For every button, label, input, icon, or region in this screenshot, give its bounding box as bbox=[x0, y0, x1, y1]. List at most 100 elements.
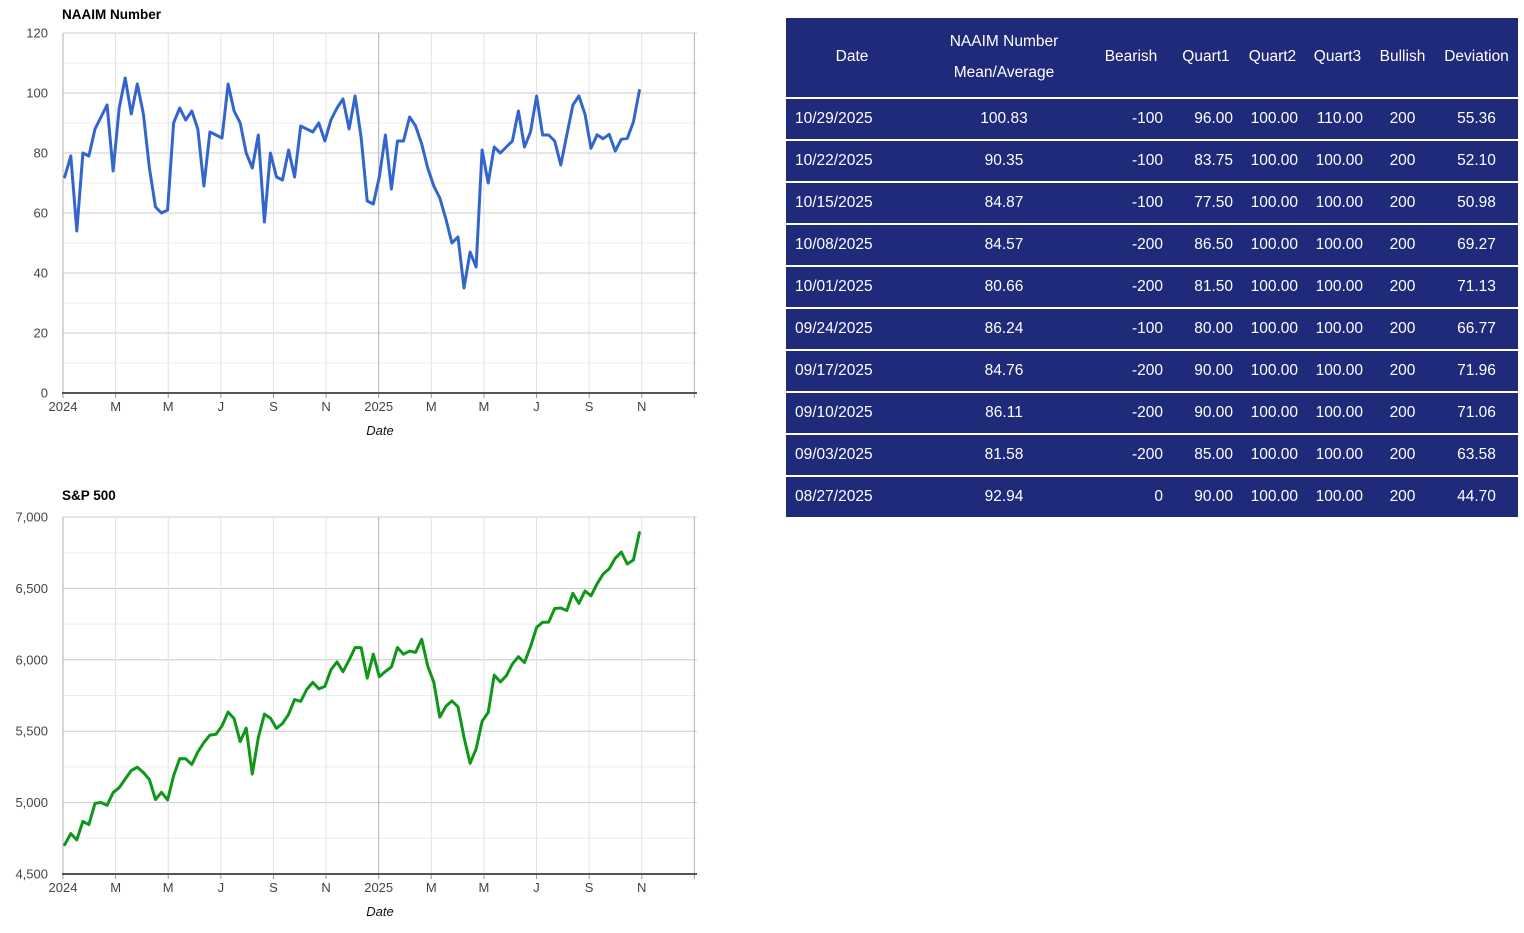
table-cell: 09/03/2025 bbox=[786, 434, 918, 477]
table-cell: 10/08/2025 bbox=[786, 224, 918, 267]
y-tick-label: 80 bbox=[34, 146, 48, 161]
y-tick-label: 6,500 bbox=[15, 581, 48, 596]
table-row: 09/24/2025 86.24 -100 80.00 100.00 100.00 200 6… bbox=[786, 308, 1518, 351]
table-cell: 84.57 bbox=[918, 224, 1090, 267]
x-tick-label: J bbox=[533, 399, 540, 414]
table-row: 10/22/2025 90.35 -100 83.75 100.00 100.00 200 5… bbox=[786, 140, 1518, 183]
naaim-table-body: 10/29/2025 100.83 -100 96.00 100.00 110.00 200… bbox=[786, 98, 1518, 519]
table-cell: 10/15/2025 bbox=[786, 182, 918, 225]
table-cell: 100.00 bbox=[1240, 266, 1305, 309]
x-tick-label: 2024 bbox=[49, 399, 78, 414]
axis-labels: 4,500 5,000 5,500 6,000 6,500 7,000 2024 M M J S N 2… bbox=[15, 510, 646, 896]
table-cell: -100 bbox=[1090, 182, 1172, 225]
table-cell: 100.00 bbox=[1305, 476, 1370, 519]
table-cell: 69.27 bbox=[1435, 224, 1518, 267]
table-cell: 200 bbox=[1370, 476, 1435, 519]
y-tick-label: 7,000 bbox=[15, 510, 48, 525]
table-cell: 100.00 bbox=[1305, 182, 1370, 225]
y-tick-label: 20 bbox=[34, 326, 48, 341]
table-cell: -100 bbox=[1090, 98, 1172, 141]
table-cell: 100.00 bbox=[1240, 392, 1305, 435]
x-tick-label: J bbox=[533, 880, 540, 895]
table-cell: 100.00 bbox=[1240, 98, 1305, 141]
table-cell: 08/27/2025 bbox=[786, 476, 918, 519]
table-row: 09/10/2025 86.11 -200 90.00 100.00 100.00 200 7… bbox=[786, 392, 1518, 435]
table-cell: 0 bbox=[1090, 476, 1172, 519]
y-tick-label: 0 bbox=[41, 386, 48, 401]
x-tick-label: S bbox=[269, 399, 278, 414]
table-cell: 09/17/2025 bbox=[786, 350, 918, 393]
table-cell: 86.50 bbox=[1172, 224, 1240, 267]
table-cell: 100.00 bbox=[1305, 308, 1370, 351]
table-row: 08/27/2025 92.94 0 90.00 100.00 100.00 200 44.7… bbox=[786, 476, 1518, 519]
table-cell: 200 bbox=[1370, 392, 1435, 435]
table-cell: 200 bbox=[1370, 182, 1435, 225]
x-tick-label: J bbox=[218, 880, 225, 895]
series-line bbox=[63, 76, 641, 290]
x-tick-label: 2024 bbox=[49, 880, 78, 895]
table-cell: 100.83 bbox=[918, 98, 1090, 141]
table-cell: 81.58 bbox=[918, 434, 1090, 477]
x-tick-label: S bbox=[585, 880, 594, 895]
table-cell: 90.00 bbox=[1172, 392, 1240, 435]
table-cell: 09/24/2025 bbox=[786, 308, 918, 351]
gridlines bbox=[62, 32, 697, 398]
sp500-chart-title: S&P 500 bbox=[62, 488, 116, 503]
y-tick-label: 5,500 bbox=[15, 724, 48, 739]
x-tick-label: N bbox=[321, 399, 330, 414]
naaim-line-chart: 0 20 40 60 80 100 120 2024 M M J S N 2025 M M J S N bbox=[26, 26, 697, 415]
x-tick-label: M bbox=[110, 880, 121, 895]
table-cell: 92.94 bbox=[918, 476, 1090, 519]
table-header-cell: Date bbox=[786, 18, 918, 99]
x-tick-label: M bbox=[478, 399, 489, 414]
table-cell: 09/10/2025 bbox=[786, 392, 918, 435]
table-cell: 80.66 bbox=[918, 266, 1090, 309]
table-cell: 10/01/2025 bbox=[786, 266, 918, 309]
table-cell: -200 bbox=[1090, 266, 1172, 309]
table-cell: 90.00 bbox=[1172, 350, 1240, 393]
table-cell: 100.00 bbox=[1305, 266, 1370, 309]
table-header-cell: Quart2 bbox=[1240, 18, 1305, 99]
table-cell: 100.00 bbox=[1305, 224, 1370, 267]
x-tick-label: M bbox=[163, 399, 174, 414]
naaim-x-axis-title: Date bbox=[366, 423, 394, 438]
y-tick-label: 60 bbox=[34, 206, 48, 221]
table-cell: 100.00 bbox=[1240, 350, 1305, 393]
table-cell: 100.00 bbox=[1305, 392, 1370, 435]
naaim-chart-title: NAAIM Number bbox=[62, 7, 162, 22]
x-tick-label: M bbox=[110, 399, 121, 414]
table-cell: 200 bbox=[1370, 434, 1435, 477]
axis-labels: 0 20 40 60 80 100 120 2024 M M J S N 2025 M M J S N bbox=[26, 26, 646, 415]
table-cell: -200 bbox=[1090, 434, 1172, 477]
table-cell: 10/22/2025 bbox=[786, 140, 918, 183]
table-cell: 100.00 bbox=[1240, 476, 1305, 519]
x-tick-label: J bbox=[218, 399, 225, 414]
y-tick-label: 4,500 bbox=[15, 867, 48, 882]
table-cell: 110.00 bbox=[1305, 98, 1370, 141]
table-cell: -100 bbox=[1090, 308, 1172, 351]
table-row: 10/01/2025 80.66 -200 81.50 100.00 100.00 200 7… bbox=[786, 266, 1518, 309]
table-cell: 71.96 bbox=[1435, 350, 1518, 393]
table-cell: 100.00 bbox=[1305, 140, 1370, 183]
table-cell: 100.00 bbox=[1305, 350, 1370, 393]
table-cell: 100.00 bbox=[1240, 224, 1305, 267]
table-cell: 90.35 bbox=[918, 140, 1090, 183]
table-cell: 200 bbox=[1370, 350, 1435, 393]
x-tick-label: S bbox=[269, 880, 278, 895]
table-cell: 84.87 bbox=[918, 182, 1090, 225]
x-tick-label: 2025 bbox=[364, 399, 393, 414]
table-cell: 86.24 bbox=[918, 308, 1090, 351]
table-cell: 200 bbox=[1370, 140, 1435, 183]
gridlines bbox=[62, 516, 697, 879]
table-row: 09/03/2025 81.58 -200 85.00 100.00 100.00 200 6… bbox=[786, 434, 1518, 477]
x-tick-label: N bbox=[637, 880, 646, 895]
table-cell: 86.11 bbox=[918, 392, 1090, 435]
table-cell: 100.00 bbox=[1240, 434, 1305, 477]
table-cell: 90.00 bbox=[1172, 476, 1240, 519]
table-cell: 50.98 bbox=[1435, 182, 1518, 225]
table-header-cell: Bullish bbox=[1370, 18, 1435, 99]
sp500-x-axis-title: Date bbox=[366, 904, 394, 919]
x-tick-label: N bbox=[637, 399, 646, 414]
table-cell: 100.00 bbox=[1240, 182, 1305, 225]
